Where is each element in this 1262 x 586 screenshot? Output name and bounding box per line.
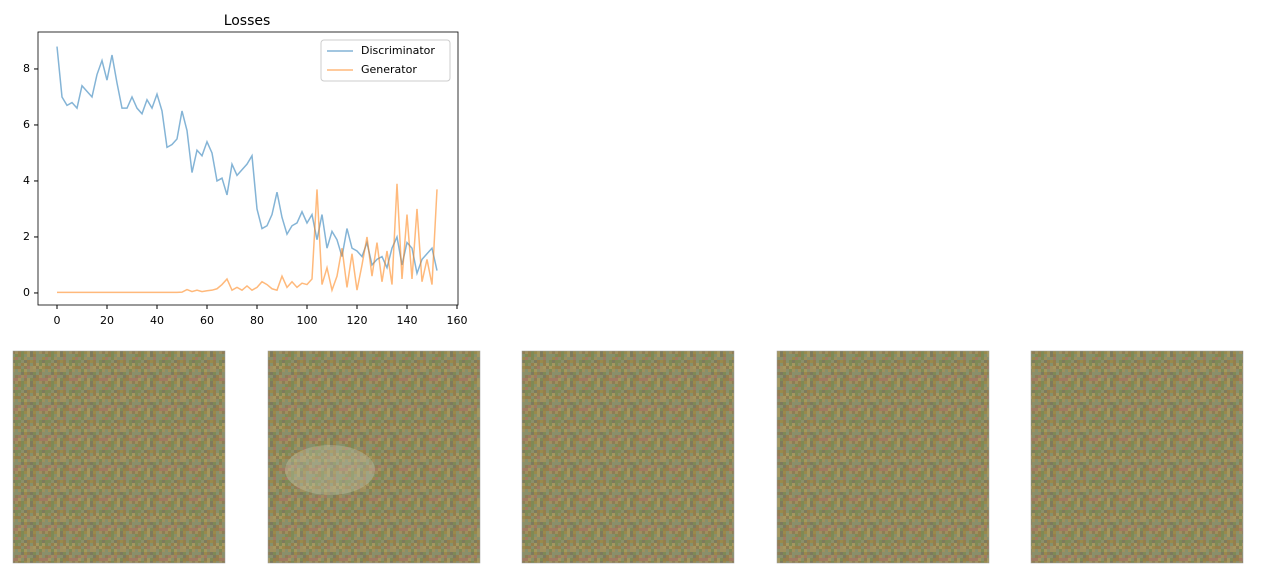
y-tick-label: 2 <box>23 230 30 243</box>
x-tick-label: 120 <box>347 314 368 327</box>
image-blotch <box>285 445 375 495</box>
generated-image <box>267 350 481 564</box>
y-tick-label: 4 <box>23 174 30 187</box>
y-tick-label: 0 <box>23 286 30 299</box>
generated-image <box>521 350 735 564</box>
y-tick-label: 8 <box>23 62 30 75</box>
sample-images <box>12 350 1244 564</box>
legend-label: Generator <box>361 63 417 76</box>
x-tick-label: 80 <box>250 314 264 327</box>
plot-frame <box>37 31 459 306</box>
generated-image <box>12 350 226 564</box>
x-tick-label: 160 <box>447 314 468 327</box>
series-line <box>57 183 438 294</box>
generated-image <box>1030 350 1244 564</box>
legend-label: Discriminator <box>361 44 435 57</box>
y-tick-label: 6 <box>23 118 30 131</box>
x-tick-label: 40 <box>150 314 164 327</box>
x-tick-label: 60 <box>200 314 214 327</box>
legend-box <box>320 39 451 82</box>
x-tick-label: 20 <box>100 314 114 327</box>
chart-title: Losses <box>224 13 271 29</box>
x-tick-label: 100 <box>297 314 318 327</box>
x-tick-label: 140 <box>397 314 418 327</box>
generated-image <box>776 350 990 564</box>
x-tick-label: 0 <box>54 314 61 327</box>
